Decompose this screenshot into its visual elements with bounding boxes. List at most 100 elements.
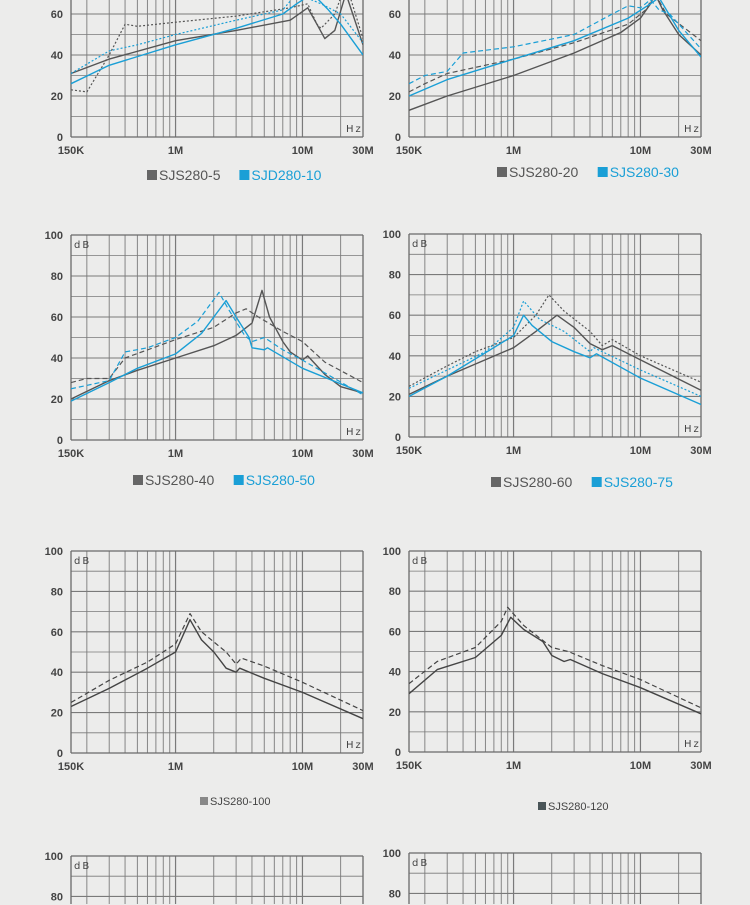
y-tick-label: 100	[383, 848, 401, 860]
y-tick-label: 80	[389, 586, 401, 598]
series-line-SJS280-60-solid	[409, 314, 701, 396]
y-tick-label: 20	[389, 91, 401, 103]
x-tick-label: 1M	[168, 761, 183, 773]
y-tick-label: 0	[57, 748, 63, 760]
y-tick-label: 20	[51, 91, 63, 103]
x-tick-label: 1M	[168, 145, 183, 157]
y-tick-label: 100	[45, 851, 63, 863]
series-line-SJS280-60-dotted	[409, 294, 701, 387]
legend-label: SJS280-75	[604, 474, 673, 490]
chart-5: 0 20 40 60 80 100 150K 1M 10M 30M dB Hz SJS280-120	[383, 546, 712, 813]
y-tick-label: 20	[51, 708, 63, 720]
y-tick-label: 40	[51, 667, 63, 679]
y-unit-label: dB	[412, 858, 429, 869]
y-tick-label: 60	[389, 626, 401, 638]
legend-swatch	[147, 170, 157, 180]
series-line-SJS280-5-dotted	[71, 0, 363, 93]
y-tick-label: 80	[389, 270, 401, 282]
y-unit-label: dB	[74, 240, 91, 251]
y-tick-label: 80	[389, 888, 401, 900]
legend-label: SJS280-20	[509, 164, 578, 180]
series-line-SJD280-10-dotted	[71, 0, 363, 75]
x-tick-label: 30M	[352, 448, 373, 460]
series-line-SJS280-40-dashed	[71, 308, 363, 384]
chart-3: 0 20 40 60 80 100 150K 1M 10M 30M dB Hz SJS280-60 SJS…	[383, 229, 712, 490]
legend-label: SJS280-50	[246, 472, 315, 488]
y-unit-label: dB	[74, 556, 91, 567]
series-line-SJS280-30-solid	[409, 0, 701, 97]
x-unit-label: Hz	[346, 124, 363, 135]
chart-7: 80 100 dB	[383, 848, 702, 904]
y-tick-label: 60	[51, 312, 63, 324]
legend-swatch	[497, 167, 507, 177]
x-tick-label: 1M	[168, 448, 183, 460]
y-tick-label: 0	[395, 747, 401, 759]
y-tick-label: 100	[383, 229, 401, 241]
x-unit-label: Hz	[346, 740, 363, 751]
legend-swatch	[239, 170, 250, 180]
series-line-SJS280-100-dashed	[71, 613, 363, 712]
legend-label: SJS280-40	[145, 472, 214, 488]
x-tick-label: 30M	[352, 145, 373, 157]
legend-swatch	[591, 477, 602, 487]
legend-swatch	[538, 802, 546, 810]
y-tick-label: 100	[383, 546, 401, 558]
series-line-SJD280-10-solid	[71, 0, 363, 85]
x-tick-label: 150K	[58, 145, 84, 157]
x-tick-label: 1M	[506, 145, 521, 157]
series-line-SJS280-120-dashed	[409, 606, 701, 709]
y-tick-label: 80	[51, 271, 63, 283]
y-tick-label: 20	[51, 394, 63, 406]
x-tick-label: 10M	[630, 760, 651, 772]
series-line-SJS280-120-solid	[409, 616, 701, 715]
y-tick-label: 20	[389, 707, 401, 719]
legend-swatch	[133, 475, 143, 485]
chart-0: 020406080100150K1M10M30MdBHzSJS280-5SJD2…	[51, 0, 374, 183]
y-tick-label: 20	[389, 391, 401, 403]
x-tick-label: 30M	[690, 760, 711, 772]
x-tick-label: 10M	[630, 445, 651, 457]
x-tick-label: 30M	[690, 445, 711, 457]
y-unit-label: dB	[412, 556, 429, 567]
legend-label: SJS280-5	[159, 167, 221, 183]
y-tick-label: 60	[51, 9, 63, 21]
y-tick-label: 60	[51, 627, 63, 639]
x-tick-label: 10M	[292, 761, 313, 773]
x-tick-label: 150K	[396, 145, 422, 157]
y-tick-label: 60	[389, 9, 401, 21]
y-tick-label: 40	[51, 50, 63, 62]
series-line-SJS280-5-solid	[71, 0, 363, 75]
x-tick-label: 10M	[292, 145, 313, 157]
chart-2: 0 20 40 60 80 100 150K 1M 10M 30M dB Hz SJS280-40 SJS…	[45, 230, 374, 488]
y-tick-label: 60	[389, 310, 401, 322]
x-tick-label: 30M	[690, 145, 711, 157]
x-unit-label: Hz	[684, 739, 701, 750]
series-line-SJS280-20-solid	[409, 0, 701, 111]
series-line-SJS280-40-solid	[71, 289, 363, 400]
x-tick-label: 150K	[396, 760, 422, 772]
legend-swatch	[200, 797, 208, 805]
series-line-SJS280-20-dashed	[409, 0, 701, 93]
y-tick-label: 0	[395, 432, 401, 444]
x-tick-label: 1M	[506, 760, 521, 772]
y-tick-label: 0	[395, 132, 401, 144]
x-tick-label: 1M	[506, 445, 521, 457]
x-tick-label: 150K	[396, 445, 422, 457]
series-line-SJS280-50-solid	[71, 299, 363, 402]
legend-label: SJS280-30	[610, 164, 679, 180]
chart-6: 80 100 dB	[45, 851, 364, 904]
y-tick-label: 40	[389, 351, 401, 363]
x-tick-label: 30M	[352, 761, 373, 773]
chart-1: 020406080100150K1M10M30MdBHzSJS280-20SJS…	[389, 0, 712, 180]
series-line-SJS280-30-dashed	[409, 0, 701, 85]
legend-swatch	[597, 167, 608, 177]
x-tick-label: 150K	[58, 761, 84, 773]
legend-label: SJS280-100	[210, 796, 271, 808]
y-tick-label: 80	[51, 891, 63, 903]
y-tick-label: 40	[389, 50, 401, 62]
x-unit-label: Hz	[684, 124, 701, 135]
y-unit-label: dB	[74, 861, 91, 872]
legend-label: SJS280-60	[503, 474, 572, 490]
series-line-SJS280-75-dotted	[409, 300, 701, 397]
